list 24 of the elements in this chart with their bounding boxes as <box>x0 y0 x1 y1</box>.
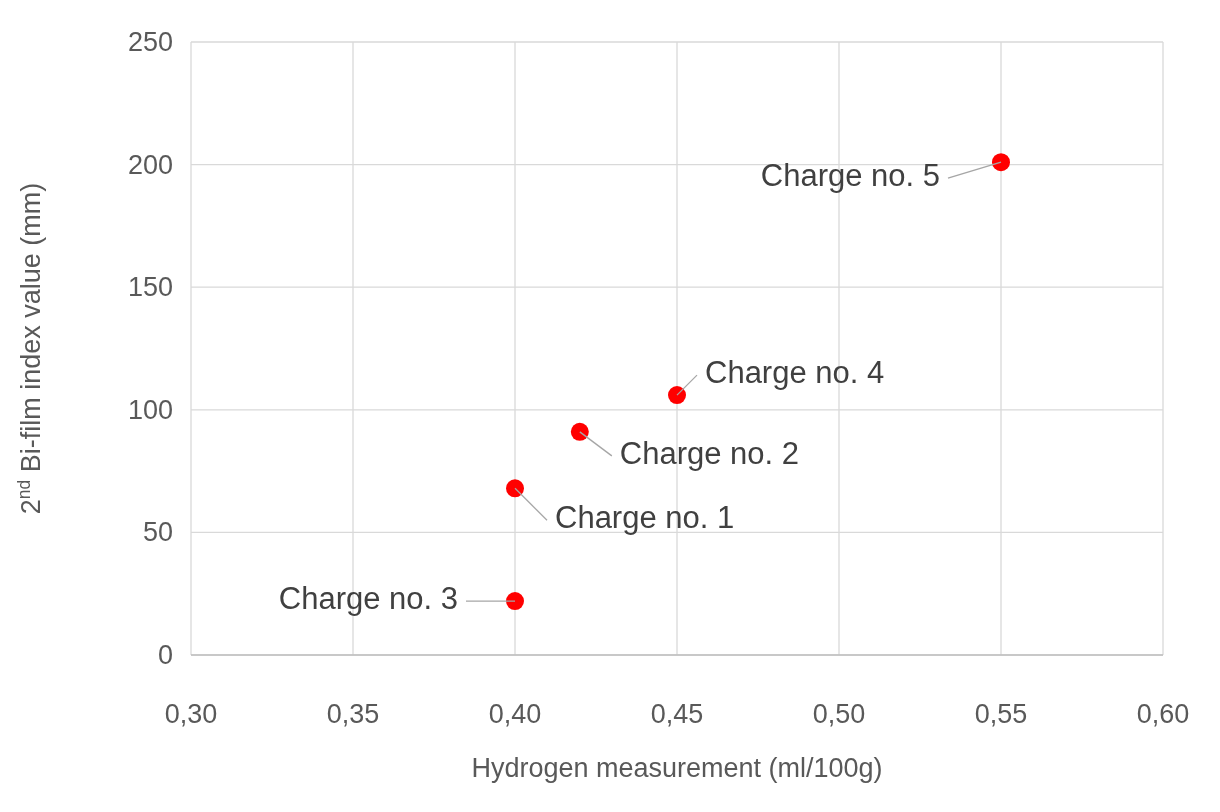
y-tick-label: 200 <box>127 149 173 180</box>
x-tick-label: 0,40 <box>488 699 542 729</box>
y-tick-label: 100 <box>127 394 173 425</box>
annotation: Charge no. 3 <box>278 581 458 617</box>
x-tick-label: 0,30 <box>164 699 218 729</box>
point <box>506 592 524 611</box>
point <box>668 386 686 405</box>
point <box>992 153 1010 172</box>
x-tick-label: 0,60 <box>1136 699 1190 729</box>
y-tick-label: 250 <box>127 27 173 57</box>
x-axis-title: Hydrogen measurement (ml/100g) <box>471 753 883 783</box>
x-tick-label: 0,45 <box>650 699 704 729</box>
x-tick-label: 0,35 <box>326 699 380 729</box>
point <box>570 422 589 441</box>
y-tick-label: 150 <box>127 272 173 303</box>
annotation: Charge no. 2 <box>619 435 800 471</box>
y-tick-label: 0 <box>157 640 173 670</box>
point <box>506 479 524 498</box>
annotation: Charge no. 1 <box>555 500 735 536</box>
x-tick-label: 0,55 <box>974 699 1028 729</box>
annotation: Charge no. 4 <box>705 355 885 391</box>
annotation: Charge no. 5 <box>760 158 940 194</box>
x-tick-label: 0,50 <box>812 699 866 729</box>
y-tick-label: 50 <box>142 517 173 548</box>
